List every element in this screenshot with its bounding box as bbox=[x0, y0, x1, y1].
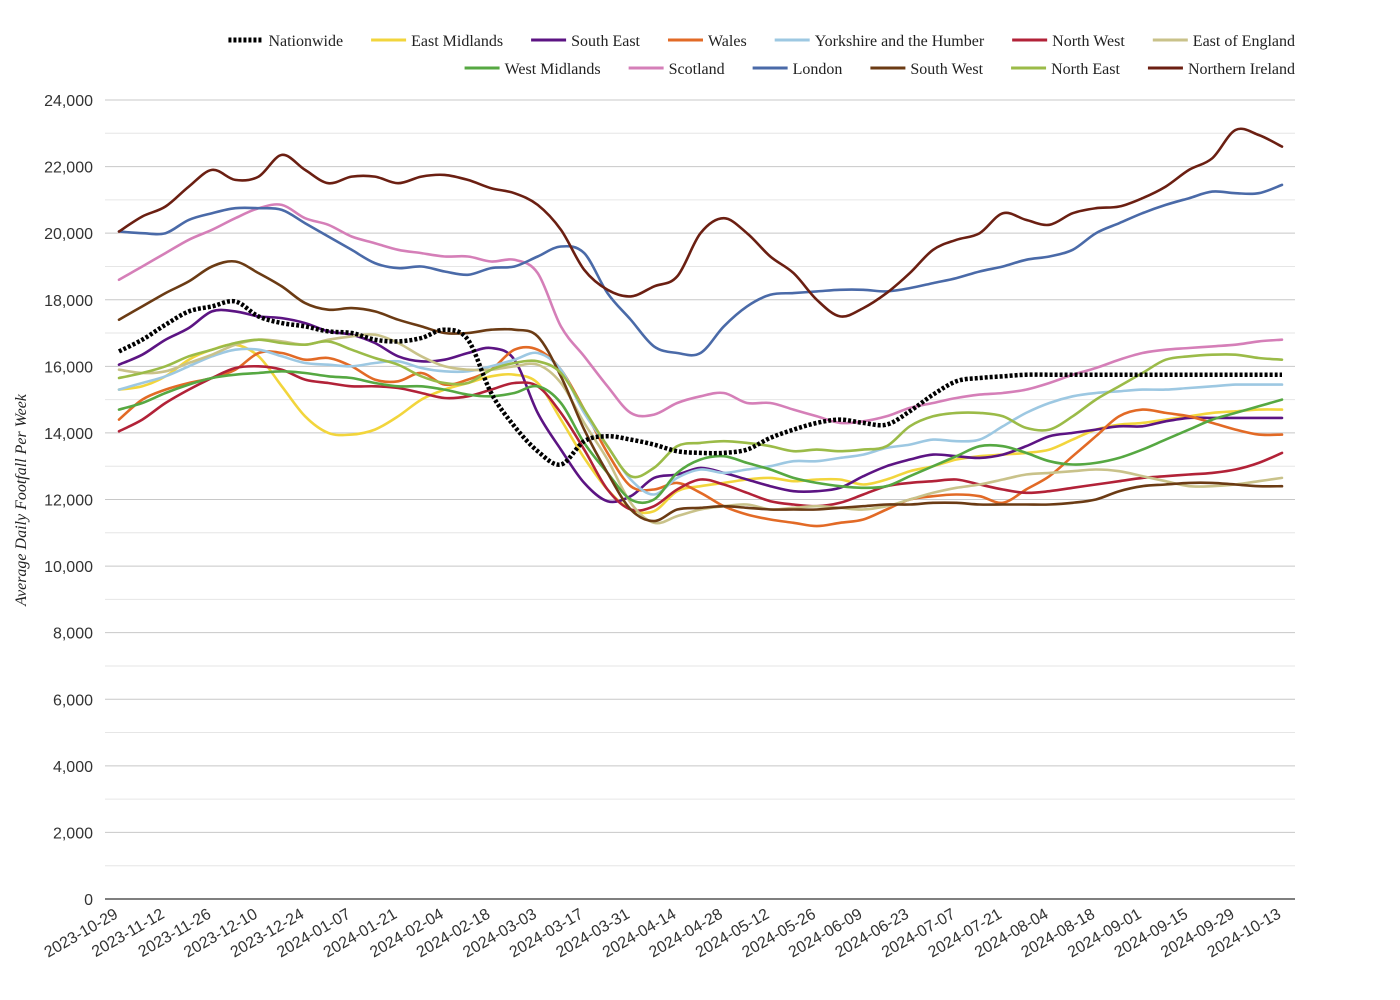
gridlines bbox=[105, 99, 1295, 867]
legend-label-east-midlands: East Midlands bbox=[411, 33, 503, 50]
y-tick-label: 8,000 bbox=[53, 626, 93, 643]
series-line-northern-ireland bbox=[117, 127, 1284, 318]
series-line-north-west bbox=[117, 364, 1284, 512]
y-tick-label: 10,000 bbox=[44, 559, 93, 576]
legend-label-northern-ireland: Northern Ireland bbox=[1188, 61, 1295, 78]
legend-label-west-midlands: West Midlands bbox=[505, 61, 601, 78]
y-tick-label: 12,000 bbox=[44, 493, 93, 510]
y-tick-label: 22,000 bbox=[44, 160, 93, 177]
legend-label-south-west: South West bbox=[910, 61, 983, 78]
series-line-london bbox=[117, 183, 1284, 357]
y-tick-label: 6,000 bbox=[53, 692, 93, 709]
series-line-north-east bbox=[117, 338, 1284, 479]
series-line-yorkshire-and-the-humber bbox=[117, 347, 1284, 496]
y-tick-label: 14,000 bbox=[44, 426, 93, 443]
y-tick-label: 4,000 bbox=[53, 759, 93, 776]
y-tick-label: 20,000 bbox=[44, 226, 93, 243]
series-line-nationwide bbox=[117, 298, 1282, 467]
series-line-wales bbox=[117, 345, 1284, 528]
series-line-south-west bbox=[117, 259, 1284, 523]
legend-label-north-east: North East bbox=[1051, 61, 1120, 78]
legend-label-london: London bbox=[793, 61, 843, 78]
y-tick-label: 16,000 bbox=[44, 359, 93, 376]
legend: Nationwide East Midlands South East Wales Yo… bbox=[228, 33, 1295, 78]
y-tick-label: 2,000 bbox=[53, 825, 93, 842]
series-line-scotland bbox=[117, 203, 1284, 425]
y-tick-label: 18,000 bbox=[44, 293, 93, 310]
legend-label-south-east: South East bbox=[571, 33, 640, 50]
legend-label-scotland: Scotland bbox=[669, 61, 725, 78]
legend-label-north-west: North West bbox=[1052, 33, 1125, 50]
series-line-west-midlands bbox=[117, 370, 1284, 505]
x-axis: 2023-10-292023-11-122023-11-262023-12-10… bbox=[42, 898, 1295, 961]
series-line-east-midlands bbox=[117, 343, 1284, 515]
legend-label-east-of-england: East of England bbox=[1193, 33, 1295, 50]
y-tick-label: 24,000 bbox=[44, 93, 93, 110]
y-tick-label: 0 bbox=[84, 892, 93, 909]
y-axis: 0 2,000 4,000 6,000 8,000 10,000 12,000 14,000 1… bbox=[44, 93, 93, 909]
y-axis-label: Average Daily Footfall Per Week bbox=[13, 393, 30, 607]
series-line-south-east bbox=[117, 308, 1284, 504]
legend-label-yorkshire-and-the-humber: Yorkshire and the Humber bbox=[815, 33, 985, 50]
series-lines bbox=[117, 127, 1284, 528]
legend-label-nationwide: Nationwide bbox=[268, 33, 343, 50]
legend-label-wales: Wales bbox=[708, 33, 747, 50]
